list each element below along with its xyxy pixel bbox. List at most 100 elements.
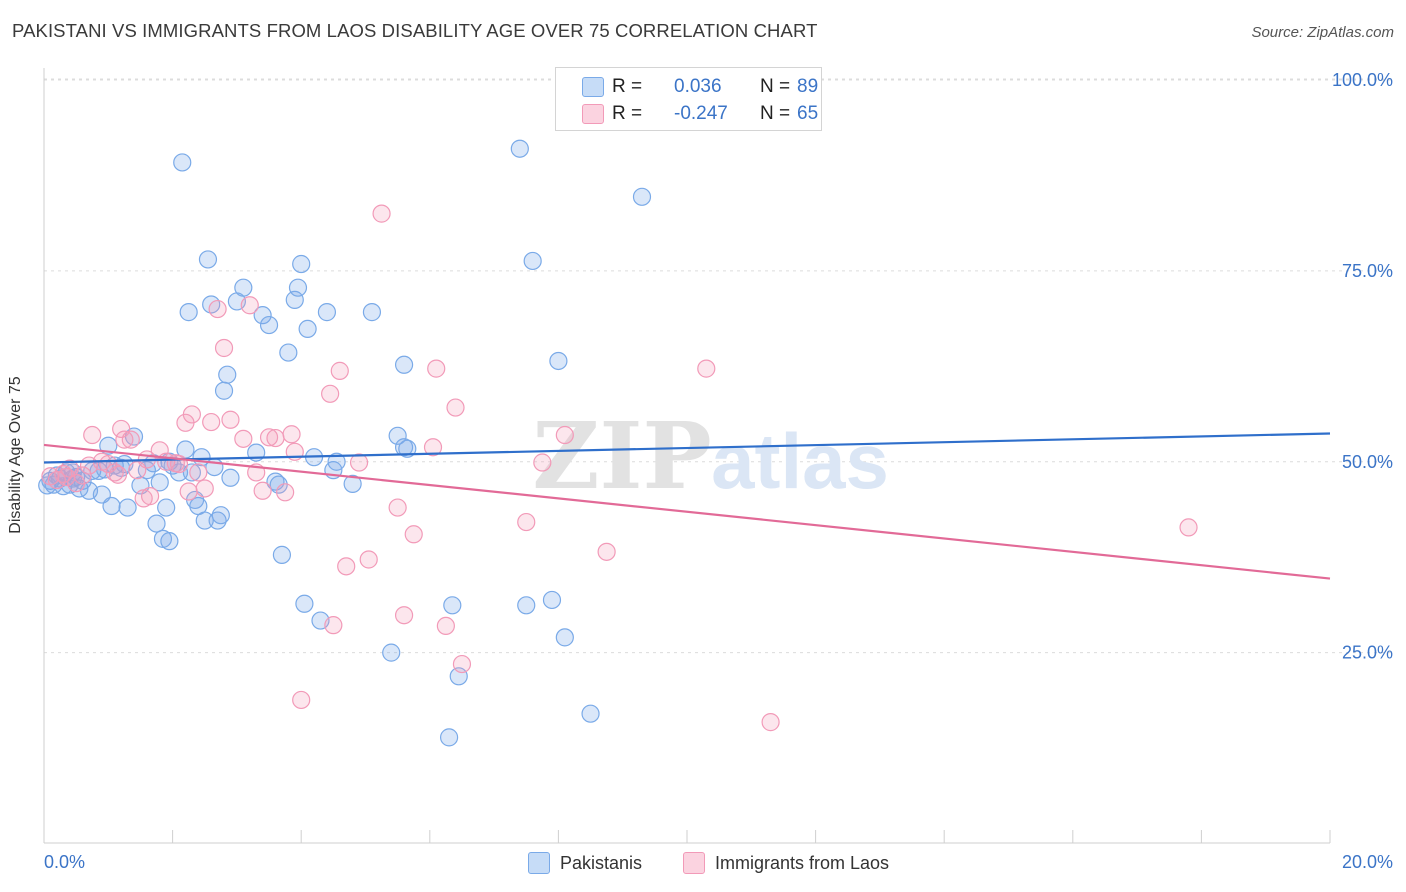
laos-point — [427, 359, 446, 378]
x-tick-label-min: 0.0% — [44, 852, 86, 872]
pakistanis-point — [218, 365, 237, 384]
legend-r-label: R = — [612, 103, 643, 124]
watermark-atlas: atlas — [711, 417, 889, 505]
legend-n-label: N = — [760, 76, 791, 97]
series-swatch-pakistanis — [528, 852, 550, 874]
laos-point — [452, 654, 472, 674]
laos-point — [179, 482, 198, 501]
legend-r-label: R = — [612, 76, 643, 97]
laos-point — [337, 557, 356, 576]
pakistanis-point — [288, 278, 308, 297]
pakistanis-point — [510, 139, 529, 158]
pakistanis-point — [99, 436, 118, 455]
pakistanis-point — [102, 496, 121, 516]
laos-point — [1179, 518, 1198, 537]
series-label-laos: Immigrants from Laos — [715, 852, 890, 873]
pakistanis-point — [137, 461, 156, 480]
pakistanis-point — [211, 506, 230, 525]
laos-point — [372, 204, 391, 223]
pakistanis-point — [295, 594, 314, 613]
pakistanis-point — [253, 306, 272, 325]
pakistanis-point — [292, 254, 311, 274]
pakistanis-point — [362, 303, 382, 322]
pakistanis-trend-line — [43, 432, 1331, 464]
pakistanis-point — [234, 278, 253, 297]
pakistanis-point — [317, 303, 337, 322]
pakistanis-point — [173, 153, 192, 172]
pakistanis-point — [388, 426, 407, 445]
laos-point — [240, 296, 259, 315]
legend-n-label: N = — [760, 103, 791, 124]
laos-point — [349, 453, 369, 472]
laos-point — [446, 398, 465, 417]
laos-point — [73, 466, 92, 485]
pakistanis-point — [343, 474, 362, 493]
pakistanis-point — [147, 514, 166, 533]
pakistanis-point — [443, 596, 462, 615]
y-tick-label: 25.0% — [1342, 643, 1393, 663]
legend-r-value: 0.036 — [674, 76, 722, 97]
axes — [43, 68, 1331, 844]
laos-point — [697, 359, 716, 378]
series-swatch-laos — [683, 852, 705, 874]
pakistanis-point — [394, 438, 414, 457]
laos-point — [321, 384, 340, 403]
laos-point — [83, 425, 102, 445]
legend-n-value: 65 — [797, 103, 819, 124]
watermark-zip: ZIP — [532, 402, 711, 510]
series-legend: Pakistanis Immigrants from Laos — [0, 852, 1406, 878]
pakistanis-point — [214, 381, 234, 400]
pakistanis-point — [523, 251, 542, 271]
laos-point — [202, 412, 221, 432]
trend-lines — [43, 432, 1331, 580]
correlation-legend: R = 0.036 N = 89 R = -0.247 N = 65 — [555, 67, 822, 131]
laos-point — [330, 361, 349, 380]
y-axis-label: Disability Age Over 75 — [7, 376, 24, 534]
laos-point — [517, 512, 536, 532]
pakistanis-point — [269, 475, 288, 494]
pakistanis-point — [198, 250, 218, 269]
pakistanis-point — [279, 343, 298, 362]
pakistanis-point — [259, 315, 279, 335]
laos-point — [67, 474, 86, 493]
pakistanis-point — [157, 498, 176, 517]
y-tick-label: 50.0% — [1342, 452, 1393, 472]
laos-point — [115, 430, 134, 449]
pakistanis-point — [208, 511, 227, 530]
legend-swatch-laos — [582, 104, 604, 124]
pakistanis-point — [632, 187, 652, 206]
pakistanis-point — [298, 319, 317, 339]
laos-point — [182, 405, 201, 424]
pakistanis-point — [118, 498, 137, 517]
series-legend-pakistanis: Pakistanis — [528, 852, 642, 874]
pakistanis-point — [581, 704, 600, 723]
gridlines — [44, 78, 1392, 654]
pakistanis-point — [195, 511, 214, 530]
laos-point — [195, 479, 214, 498]
laos-point — [597, 542, 616, 561]
pakistanis-point — [221, 468, 240, 487]
laos-point — [436, 616, 455, 636]
y-tick-labels: 25.0% 50.0% 75.0% 100.0% — [1332, 70, 1393, 663]
laos-point — [533, 453, 552, 472]
laos-point — [388, 498, 407, 517]
laos-point — [121, 430, 140, 449]
laos-point — [394, 606, 414, 625]
laos-point — [234, 429, 253, 448]
laos-point — [108, 465, 128, 484]
laos-point — [404, 525, 423, 544]
laos-point — [57, 467, 76, 487]
pakistanis-point — [394, 355, 414, 374]
series-label-pakistanis: Pakistanis — [560, 852, 643, 873]
laos-point — [359, 550, 378, 569]
legend-swatch-pakistanis — [582, 77, 604, 97]
pakistanis-point — [542, 590, 562, 610]
laos-point — [105, 463, 124, 482]
y-tick-label: 100.0% — [1332, 70, 1393, 90]
y-tick-label: 75.0% — [1342, 261, 1393, 281]
pakistanis-point — [439, 728, 459, 747]
series-legend-laos: Immigrants from Laos — [683, 852, 889, 874]
pakistanis-point — [179, 303, 198, 322]
legend-n-value: 89 — [797, 76, 819, 97]
